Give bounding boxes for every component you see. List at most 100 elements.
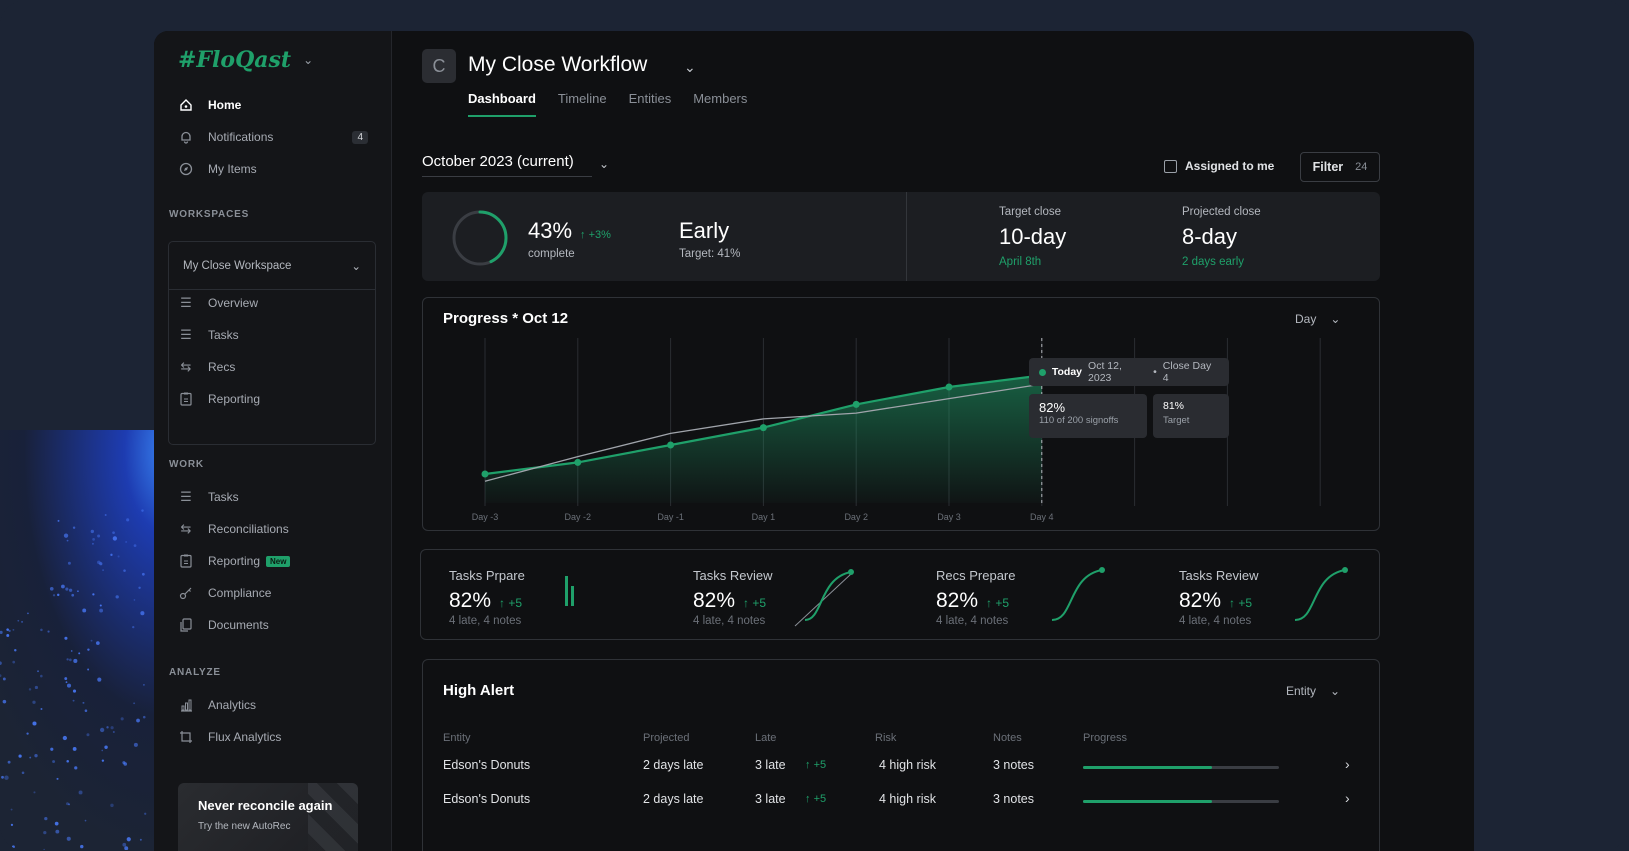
sidebar-item-tasks[interactable]: ☰ Tasks <box>178 489 368 505</box>
stat-label: Recs Prepare <box>936 568 1016 583</box>
documents-icon <box>178 617 194 633</box>
column-header-entity[interactable]: Entity <box>443 732 471 744</box>
tooltip-close-day: Close Day 4 <box>1162 360 1212 384</box>
decorative-dot <box>8 629 11 633</box>
page-title[interactable]: My Close Workflow <box>468 53 648 76</box>
stat-tasks-prepare[interactable]: Tasks Prpare 82% ↑ +5 4 late, 4 notes <box>449 568 679 628</box>
decorative-dot <box>37 670 39 673</box>
app-window: #FloQast ⌄ Home Notifications 4 <box>154 31 1474 851</box>
decorative-dot <box>34 685 39 690</box>
progress-chart: Day -3 Day -2 Day -1 Day 1 Day 2 Day 3 Day 4 <box>472 338 1321 522</box>
decorative-dot <box>122 842 127 847</box>
decorative-dot <box>52 594 56 597</box>
decorative-dots <box>0 509 147 850</box>
stat-tasks-review[interactable]: Tasks Review 82% ↑ +5 4 late, 4 notes <box>693 568 923 628</box>
sidebar-item-my-items[interactable]: My Items <box>178 161 368 177</box>
decorative-dot <box>141 572 145 576</box>
tab-timeline[interactable]: Timeline <box>557 91 607 106</box>
workspace-select[interactable]: My Close Workspace ⌄ <box>169 242 375 290</box>
cell-notes: 3 notes <box>993 792 1035 806</box>
workspaces-section-label: WORKSPACES <box>169 209 250 220</box>
sidebar-item-flux-analytics[interactable]: Flux Analytics <box>178 729 368 745</box>
stats-card: Tasks Prpare 82% ↑ +5 4 late, 4 notes Tas… <box>420 549 1380 640</box>
report-icon <box>178 553 194 569</box>
list-icon: ☰ <box>180 489 192 504</box>
filter-button[interactable]: Filter 24 <box>1300 152 1380 182</box>
cell-projected: 2 days late <box>643 792 704 806</box>
autorec-promo-card[interactable]: Never reconcile again Try the new AutoRe… <box>178 783 358 851</box>
sidebar-item-recs[interactable]: ⇆ Recs <box>178 359 368 375</box>
decorative-dot <box>99 604 102 607</box>
workspace-panel: My Close Workspace ⌄ <box>168 241 376 445</box>
target-close-value: 10-day <box>999 224 1067 249</box>
range-select[interactable]: Day ⌄ <box>1295 312 1340 326</box>
promo-pattern <box>308 783 358 851</box>
stat-recs-prepare[interactable]: Recs Prepare 82% ↑ +5 4 late, 4 notes <box>936 567 1166 628</box>
decorative-dot <box>2 677 6 681</box>
decorative-dot <box>112 730 115 733</box>
decorative-dot <box>140 611 145 616</box>
column-header-late[interactable]: Late <box>755 732 777 744</box>
new-badge: New <box>266 555 291 567</box>
cell-risk: 4 high risk <box>879 758 936 772</box>
decorative-dot <box>90 639 93 642</box>
decorative-dot <box>0 674 2 678</box>
decorative-dot <box>11 845 15 849</box>
column-header-projected[interactable]: Projected <box>643 732 690 744</box>
sidebar-item-home[interactable]: Home <box>178 97 368 113</box>
chevron-down-icon[interactable]: ⌄ <box>684 59 696 75</box>
sidebar-item-ws-reporting[interactable]: Reporting <box>178 391 368 407</box>
decorative-dot <box>18 754 22 758</box>
tooltip-target-value: 81% <box>1163 400 1185 412</box>
decorative-dot <box>66 759 69 763</box>
decorative-dot <box>120 717 124 721</box>
stat-tasks-review-2[interactable]: Tasks Review 82% ↑ +5 4 late, 4 notes <box>1179 567 1409 628</box>
column-header-progress[interactable]: Progress <box>1083 732 1128 744</box>
decorative-dot <box>117 555 120 558</box>
column-header-notes[interactable]: Notes <box>993 732 1022 744</box>
group-select[interactable]: Entity ⌄ <box>1286 684 1340 698</box>
decorative-dot <box>99 608 104 613</box>
cell-late-delta-value: +5 <box>813 759 827 771</box>
progress-bar <box>1083 800 1279 803</box>
sidebar-item-label: Tasks <box>208 490 239 504</box>
chevron-right-icon[interactable]: › <box>1345 790 1350 806</box>
decorative-dot <box>33 791 36 794</box>
chevron-down-icon[interactable]: ⌄ <box>599 157 610 171</box>
group-select-value: Entity <box>1286 684 1317 698</box>
chevron-right-icon[interactable]: › <box>1345 756 1350 772</box>
sidebar-item-notifications[interactable]: Notifications 4 <box>178 129 368 145</box>
tab-entities[interactable]: Entities <box>628 91 672 106</box>
logo-row[interactable]: #FloQast ⌄ <box>178 47 313 73</box>
decorative-dot <box>44 816 48 821</box>
column-header-risk[interactable]: Risk <box>875 732 897 744</box>
decorative-dot <box>70 650 73 652</box>
stat-delta: ↑ +5 <box>1229 596 1253 610</box>
decorative-dot <box>2 699 7 704</box>
chart-point <box>852 400 860 408</box>
sidebar-item-documents[interactable]: Documents <box>178 617 368 633</box>
sidebar-item-ws-tasks[interactable]: ☰ Tasks <box>178 327 368 343</box>
decorative-dot <box>6 628 9 631</box>
sidebar-item-label: Analytics <box>208 698 257 712</box>
decorative-dot <box>72 689 77 693</box>
sidebar-item-compliance[interactable]: Compliance <box>178 585 368 601</box>
tooltip-separator: • <box>1153 366 1157 378</box>
assigned-to-me-toggle[interactable]: Assigned to me <box>1164 159 1274 173</box>
decorative-dot <box>0 630 3 634</box>
sidebar-item-overview[interactable]: ☰ Overview <box>178 295 368 311</box>
stat-value: 82% <box>936 589 979 612</box>
decorative-dot <box>92 542 94 545</box>
sidebar-item-analytics[interactable]: Analytics <box>178 697 368 713</box>
chevron-down-icon: ⌄ <box>1330 684 1341 698</box>
report-icon <box>178 391 194 407</box>
sidebar-item-label: Overview <box>208 296 259 310</box>
sidebar-item-reconciliations[interactable]: ⇆ Reconciliations <box>178 521 368 537</box>
tab-dashboard[interactable]: Dashboard <box>468 91 536 117</box>
period-select[interactable]: October 2023 (current) <box>422 153 592 177</box>
sidebar-item-reporting[interactable]: Reporting New <box>178 553 368 569</box>
decorative-glow <box>0 430 170 851</box>
chart-point <box>481 470 489 478</box>
assigned-checkbox[interactable] <box>1164 159 1177 173</box>
tab-members[interactable]: Members <box>693 91 748 106</box>
